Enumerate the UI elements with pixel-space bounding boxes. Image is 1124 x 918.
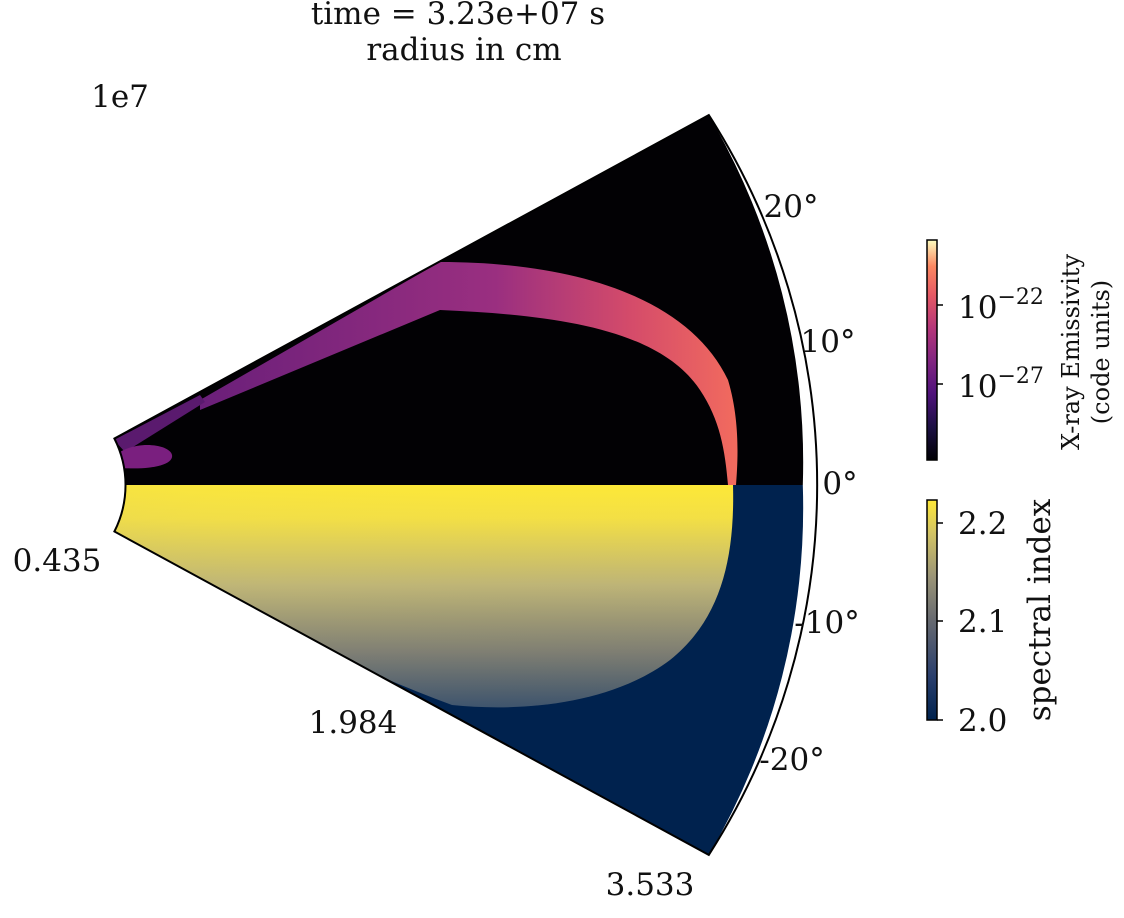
theta-tick-label: 10° [801,324,856,360]
emissivity-inner-band [114,395,205,452]
svg-text:spectral index: spectral index [1022,498,1058,721]
spectral-index-colorbar-tick: 2.0 [958,703,1007,739]
spectral-index-colorbar-label: spectral index [1022,498,1058,721]
theta-tick-label: 0° [822,466,857,502]
spectral-index-colorbar-tick: 2.1 [958,604,1007,640]
emissivity-field [114,115,804,485]
theta-tick-label: -20° [759,742,824,778]
emissivity-colorbar-tick: 10−27 [958,364,1044,405]
chart-title-line1: time = 3.23e+07 s [311,0,605,32]
emissivity-colorbar [926,239,938,461]
wedge-outline [113,113,819,857]
spectral-index-colorbar-tick: 2.2 [958,506,1007,542]
chart-title-line2: radius in cm [366,32,561,68]
theta-tick-label: 20° [764,189,819,225]
radius-tick-label: 0.435 [13,543,102,579]
radius-tick-label: 1.984 [309,705,398,741]
spectral-index-colorbar [926,499,938,721]
theta-tick-label: -10° [794,605,859,641]
radius-scale-label: 1e7 [91,79,149,115]
svg-text:X-ray Emissivity: X-ray Emissivity [1057,254,1085,450]
emissivity-shell [200,262,738,485]
emissivity-colorbar-label: X-ray Emissivity (code units) [1057,254,1115,450]
svg-text:(code units): (code units) [1087,280,1115,424]
emissivity-inner-blob [120,444,173,469]
emissivity-colorbar-tick: 10−22 [958,285,1044,326]
spectral-index-field [114,485,804,855]
radius-tick-label: 3.533 [606,867,695,903]
